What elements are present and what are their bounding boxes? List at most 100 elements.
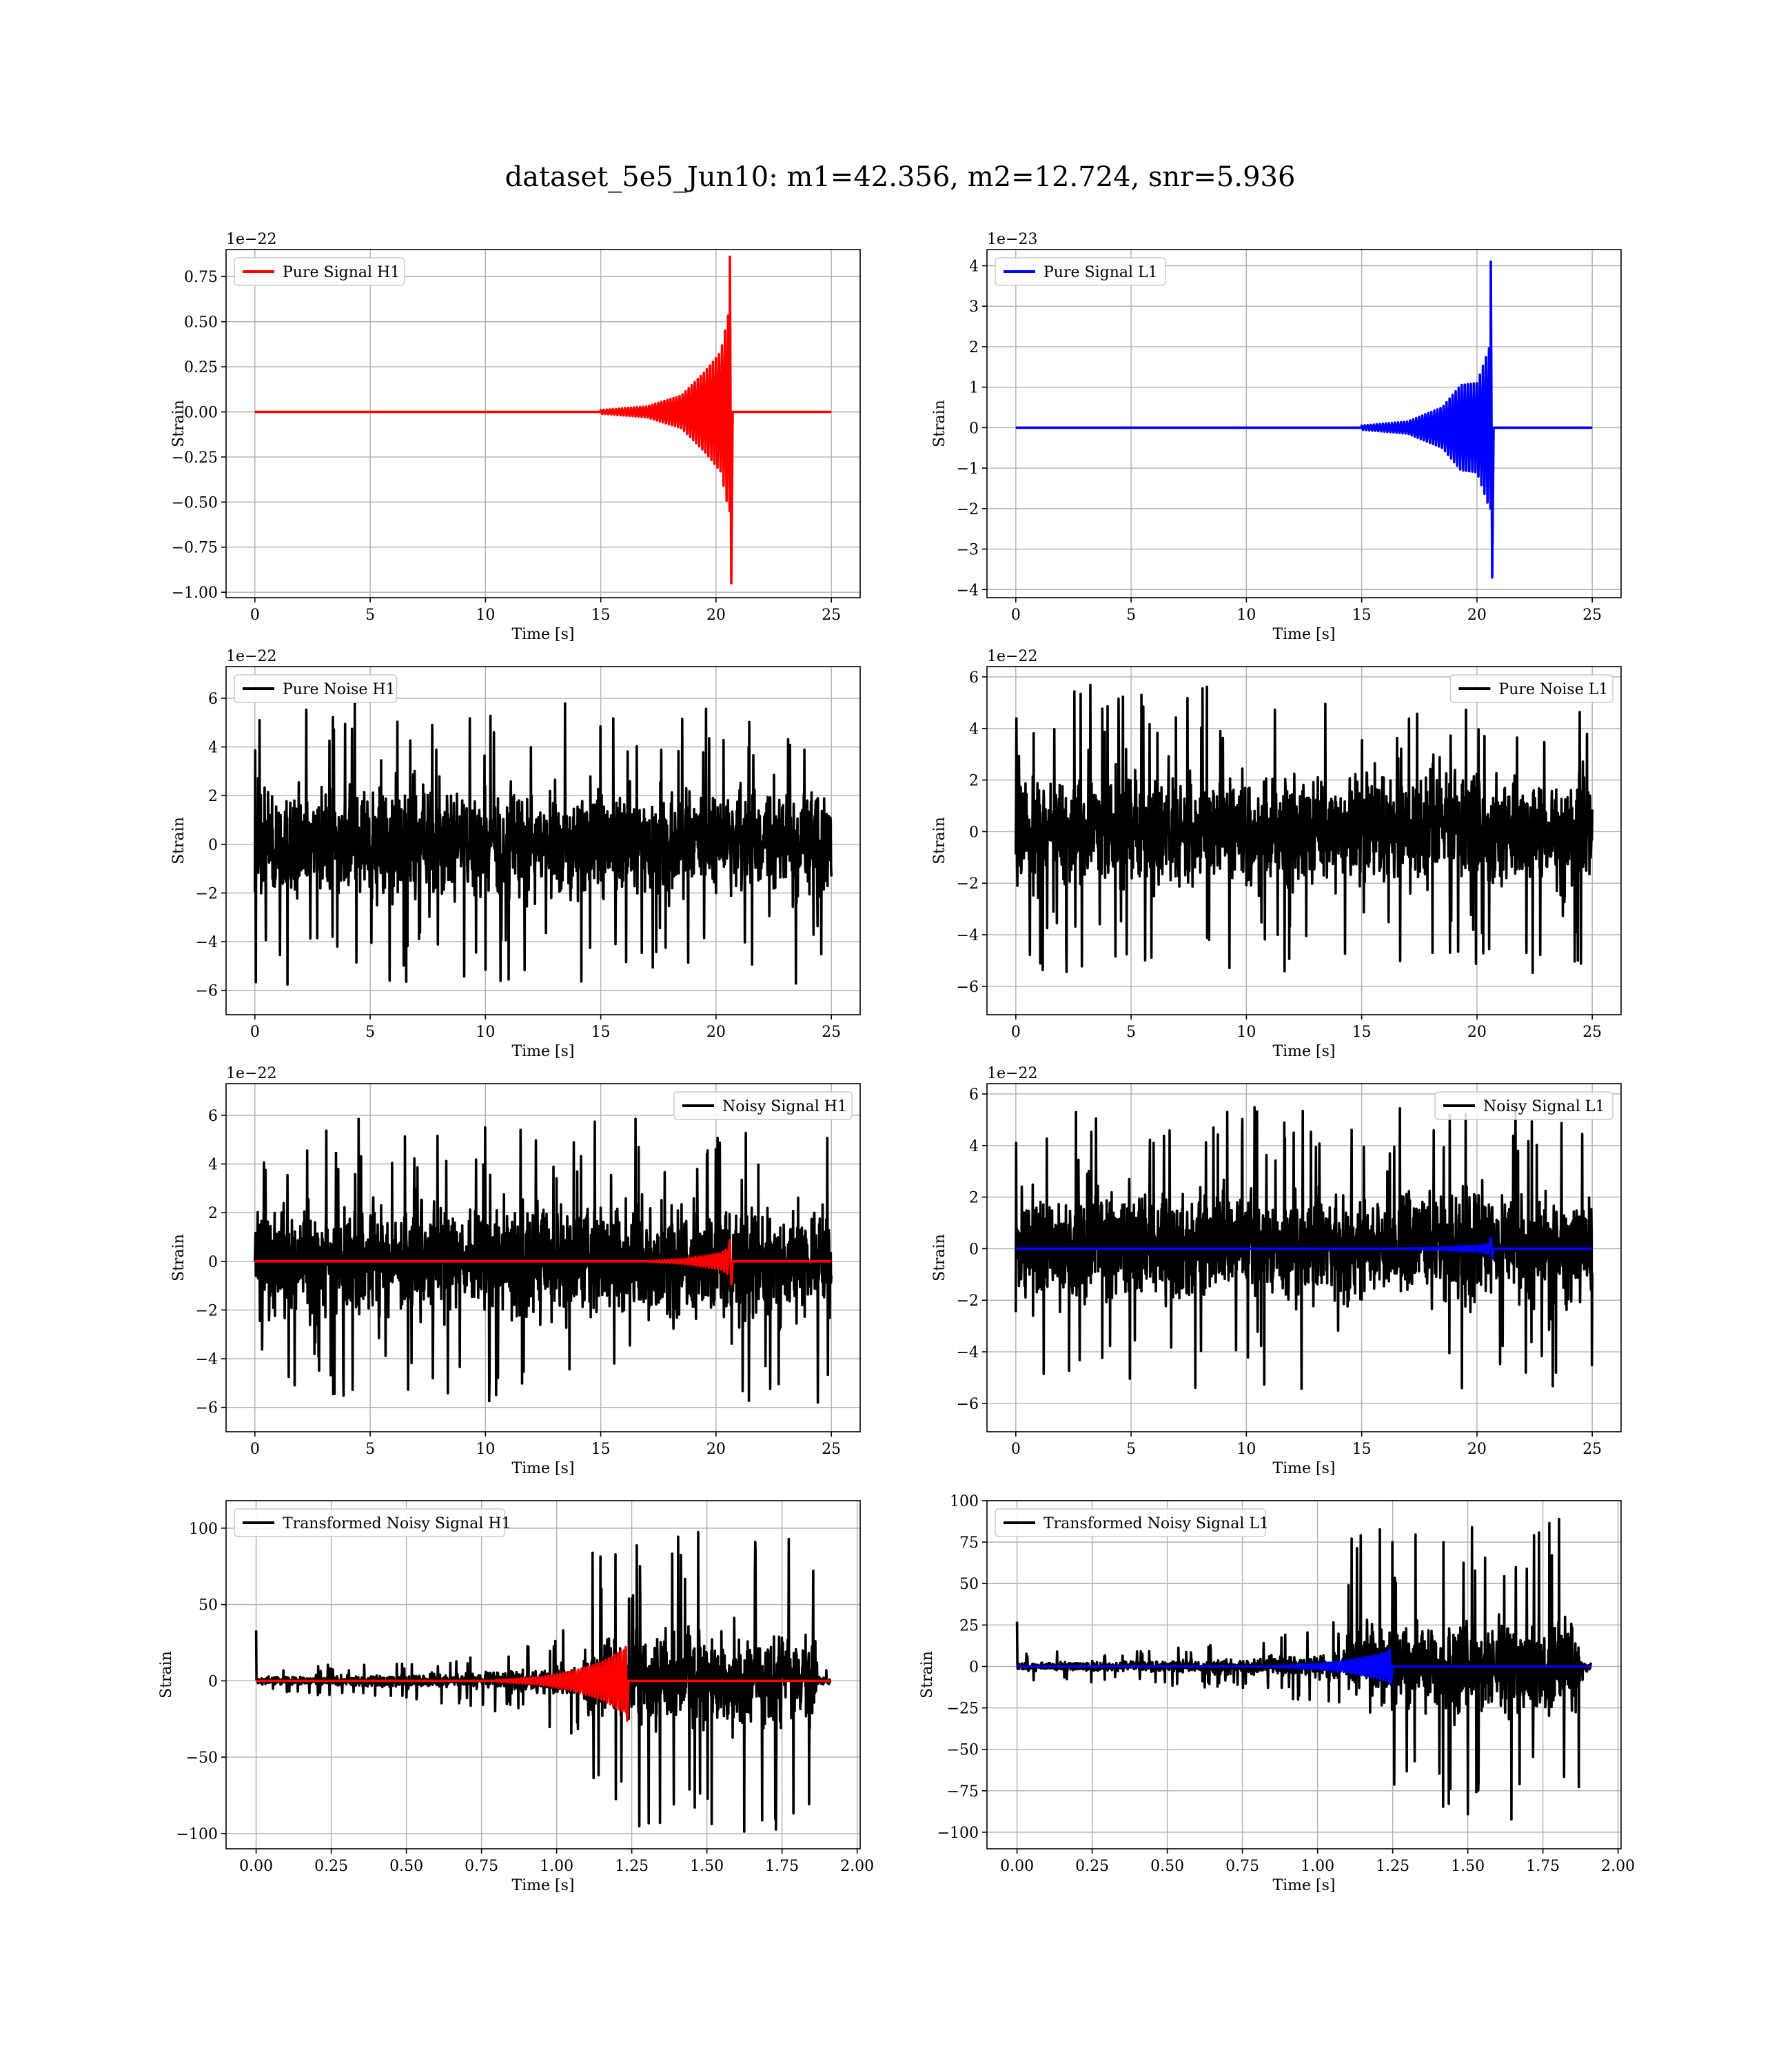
- y-tick-label: 6: [969, 1086, 979, 1104]
- plot-area: [254, 255, 832, 585]
- plot-area: [1015, 1517, 1593, 1821]
- legend: Transformed Noisy Signal L1: [995, 1508, 1269, 1537]
- y-tick-label: 50: [198, 1597, 218, 1614]
- x-tick-label: 0: [1011, 1441, 1021, 1458]
- axis-offset-text: 1e−22: [226, 1065, 276, 1082]
- x-tick-label: 5: [365, 1441, 375, 1458]
- y-tick-label: −100: [937, 1825, 979, 1842]
- x-tick-label: 10: [476, 1024, 495, 1041]
- y-tick-label: −6: [957, 1396, 979, 1413]
- x-tick-label: 1.00: [540, 1858, 573, 1875]
- legend-label: Pure Signal H1: [283, 264, 400, 281]
- axes-frame: [986, 249, 1622, 598]
- y-tick-label: −50: [186, 1750, 218, 1767]
- x-axis-label: Time [s]: [1272, 1877, 1335, 1894]
- x-tick-label: 20: [1467, 607, 1487, 624]
- y-tick-label: 0: [208, 1254, 218, 1271]
- legend-box: [1449, 674, 1613, 703]
- x-axis-label: Time [s]: [1272, 626, 1335, 643]
- series-line-noisy-signal-l1: [1015, 1102, 1594, 1390]
- y-tick-label: −75: [947, 1783, 979, 1801]
- y-axis-label: Strain: [931, 400, 948, 447]
- axis-offset-text: 1e−22: [987, 648, 1037, 665]
- subplot-transformed-noisy-signal-l1: 0.00 0.25 0.50 0.75 1.00 1.25 1.50 1.75 2.00 100 7…: [919, 1493, 1635, 1894]
- x-tick-label: 20: [1467, 1024, 1487, 1041]
- plot-area: [254, 702, 833, 986]
- axes-frame: [986, 1083, 1622, 1432]
- y-tick-label: −50: [947, 1742, 979, 1759]
- x-tick-label: 15: [1352, 1024, 1372, 1041]
- x-tick-label: 25: [822, 1441, 841, 1458]
- y-tick-label: 0: [208, 837, 218, 854]
- x-tick-label: 25: [1582, 1441, 1602, 1458]
- y-tick-label: −1.00: [172, 585, 218, 602]
- y-tick-label: −6: [196, 983, 218, 1000]
- y-tick-label: 6: [969, 669, 979, 687]
- legend-label: Pure Noise L1: [1498, 681, 1608, 698]
- legend: Noisy Signal L1: [1434, 1091, 1613, 1120]
- x-tick-label: 0: [1011, 1024, 1021, 1041]
- legend: Pure Signal L1: [995, 257, 1166, 286]
- series-line-transformed-noisy-signal-h1-overlay: [256, 1645, 831, 1722]
- x-tick-label: 1.25: [615, 1858, 649, 1875]
- y-tick-label: −2: [196, 885, 218, 902]
- x-tick-label: 0.00: [239, 1858, 273, 1875]
- series-line-transformed-noisy-signal-l1-overlay: [1017, 1648, 1591, 1685]
- x-tick-label: 2.00: [1601, 1858, 1635, 1875]
- x-tick-label: 20: [706, 1024, 726, 1041]
- x-tick-label: 1.50: [690, 1858, 724, 1875]
- y-tick-label: −0.25: [172, 449, 218, 467]
- y-tick-label: 0: [208, 1673, 218, 1690]
- y-tick-label: 0: [969, 1241, 979, 1258]
- y-tick-label: 0: [969, 824, 979, 841]
- x-axis-label: Time [s]: [1272, 1043, 1335, 1060]
- y-tick-label: −0.50: [172, 494, 218, 511]
- x-tick-label: 0.75: [465, 1858, 498, 1875]
- y-axis-label: Strain: [170, 1234, 187, 1281]
- y-axis-label: Strain: [170, 400, 187, 447]
- legend: Pure Noise H1: [234, 674, 398, 703]
- y-tick-label: 2: [969, 1190, 979, 1207]
- legend: Pure Noise L1: [1449, 674, 1613, 703]
- x-tick-label: 0.00: [1000, 1858, 1034, 1875]
- x-tick-label: 0.50: [1150, 1858, 1184, 1875]
- y-tick-label: −2: [196, 1302, 218, 1319]
- axes-frame: [225, 1500, 861, 1849]
- x-tick-label: 25: [822, 607, 841, 624]
- y-tick-label: 6: [208, 691, 218, 708]
- x-tick-label: 25: [1582, 607, 1602, 624]
- legend: Noisy Signal H1: [673, 1091, 853, 1120]
- y-tick-label: 0.25: [184, 359, 218, 376]
- y-tick-label: −4: [957, 927, 979, 944]
- y-tick-label: −6: [957, 979, 979, 996]
- legend: Transformed Noisy Signal H1: [234, 1508, 511, 1537]
- y-tick-label: 0.50: [184, 314, 218, 332]
- plot-area: [1015, 1102, 1594, 1390]
- y-tick-label: 0: [969, 1659, 979, 1676]
- y-tick-label: −2: [957, 501, 979, 518]
- x-tick-label: 0: [250, 1024, 260, 1041]
- legend-box: [234, 674, 398, 703]
- y-tick-label: 0.75: [184, 269, 218, 286]
- x-tick-label: 15: [591, 1024, 611, 1041]
- y-tick-label: 25: [959, 1617, 979, 1634]
- y-tick-label: −4: [957, 582, 979, 599]
- x-tick-label: 15: [1352, 1441, 1372, 1458]
- y-tick-label: 4: [208, 740, 218, 757]
- axes-frame: [225, 666, 861, 1015]
- x-tick-label: 10: [476, 607, 495, 624]
- legend-label: Noisy Signal L1: [1483, 1098, 1605, 1115]
- x-axis-label: Time [s]: [511, 1460, 574, 1477]
- x-tick-label: 25: [822, 1024, 841, 1041]
- y-tick-label: 100: [189, 1521, 218, 1538]
- y-tick-label: 100: [950, 1493, 979, 1510]
- x-axis-label: Time [s]: [1272, 1460, 1335, 1477]
- x-tick-label: 10: [1236, 1441, 1256, 1458]
- y-tick-label: 4: [208, 1157, 218, 1174]
- y-tick-label: 1: [969, 380, 979, 397]
- y-axis-label: Strain: [158, 1651, 175, 1699]
- y-tick-label: 3: [969, 298, 979, 316]
- x-tick-label: 0.50: [389, 1858, 423, 1875]
